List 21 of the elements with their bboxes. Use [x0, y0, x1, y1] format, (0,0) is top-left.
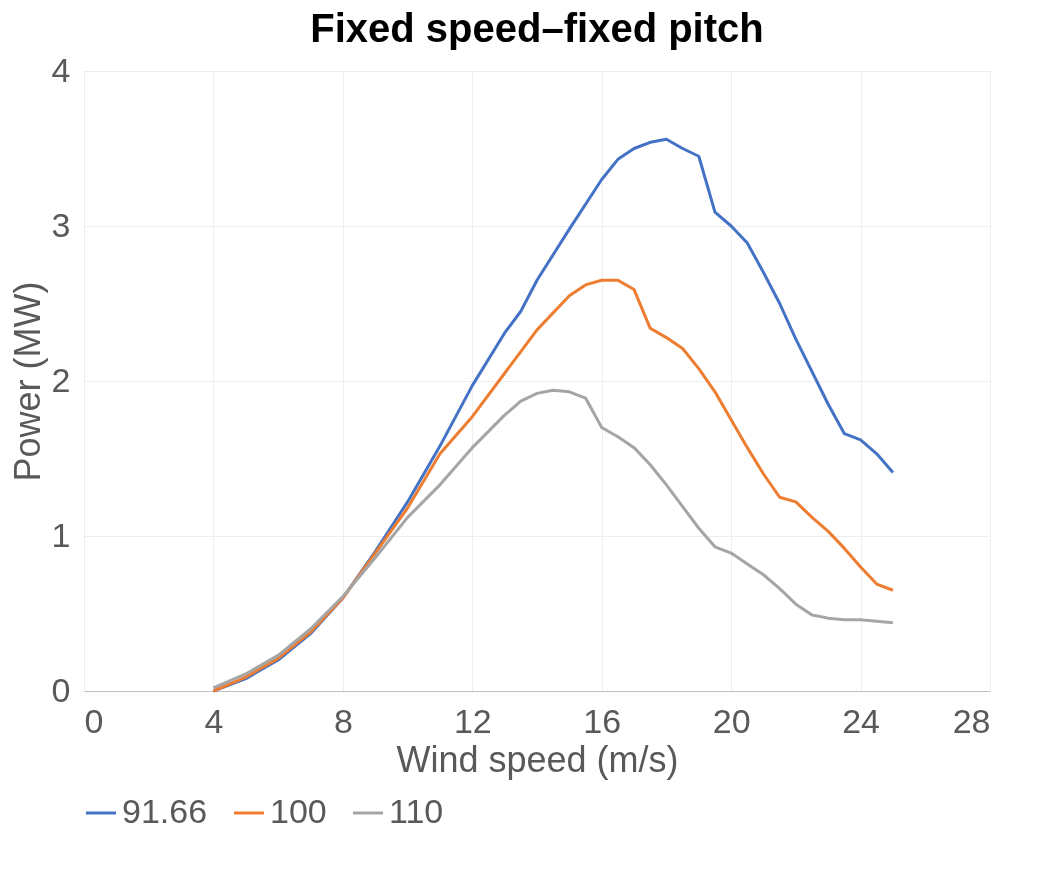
y-tick-label: 4 — [51, 50, 71, 89]
x-tick-label: 16 — [583, 701, 622, 740]
line-series — [211, 388, 895, 690]
y-tick-label: 3 — [51, 205, 71, 244]
x-tick-label: 24 — [842, 701, 880, 740]
x-axis-title: Wind speed (m/s) — [396, 738, 679, 780]
y-tick-label: 2 — [51, 360, 71, 399]
x-tick-label: 8 — [333, 701, 353, 740]
chart-title: Fixed speed–fixed pitch — [310, 6, 764, 50]
x-tick-label: 28 — [952, 701, 991, 740]
line-series — [211, 278, 895, 693]
x-tick-label: 20 — [712, 701, 751, 740]
y-tick-label: 1 — [51, 515, 71, 554]
y-axis-title: Power (MW) — [6, 281, 48, 482]
legend-label: 91.66 — [122, 792, 208, 830]
x-tick-label: 0 — [84, 701, 104, 740]
legend-label: 110 — [389, 792, 444, 830]
x-tick-label: 12 — [453, 701, 492, 740]
x-tick-label: 4 — [204, 701, 224, 740]
legend-label: 100 — [270, 792, 327, 830]
y-tick-label: 0 — [51, 670, 71, 709]
